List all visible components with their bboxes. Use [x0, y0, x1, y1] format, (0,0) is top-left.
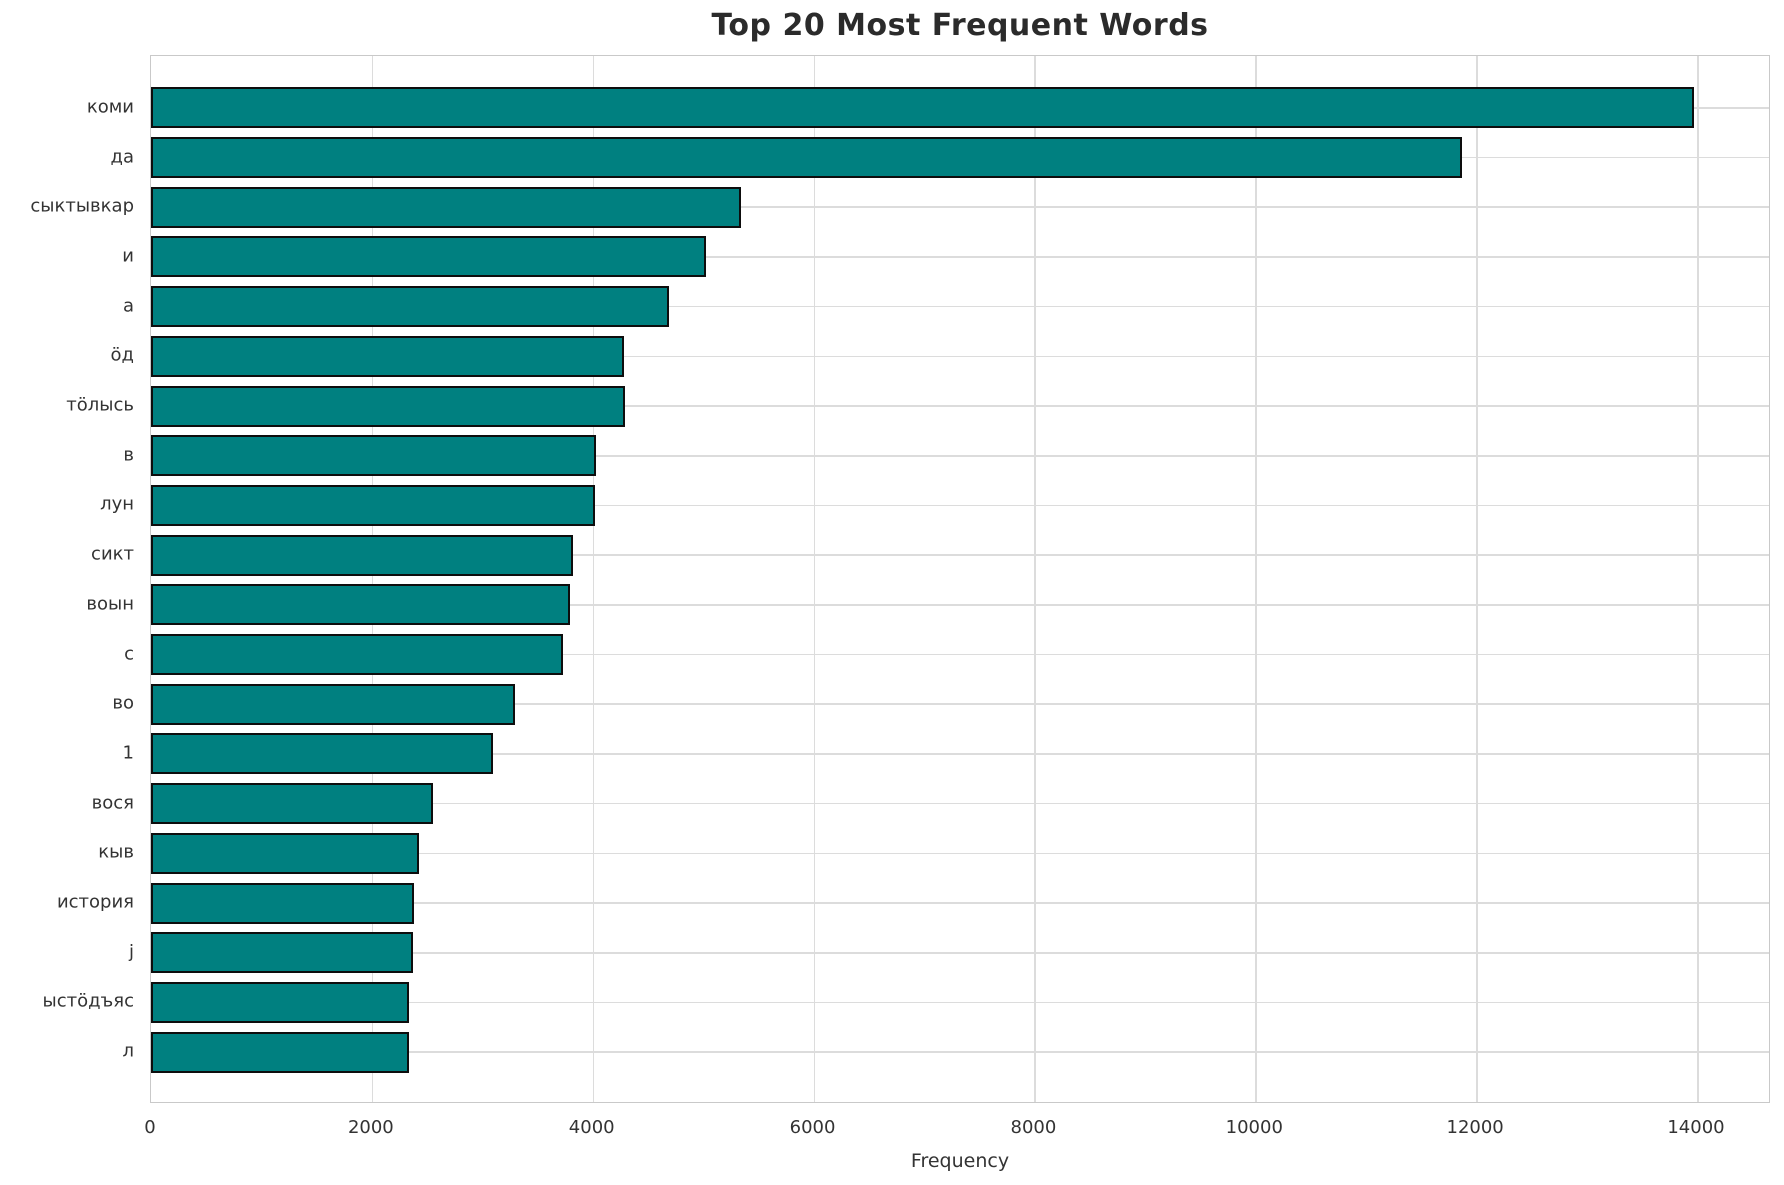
y-tick-label: тӧлысь — [66, 394, 134, 416]
x-tick-label: 14000 — [1667, 1117, 1725, 1138]
horizontal-gridline — [151, 454, 1769, 457]
horizontal-gridline — [151, 256, 1769, 258]
horizontal-gridline — [151, 703, 1769, 706]
vertical-gridline — [1697, 56, 1699, 1102]
y-tick-label: ыстӧдъяс — [42, 990, 135, 1012]
y-tick-label: кыв — [98, 841, 134, 863]
x-tick-label: 12000 — [1446, 1117, 1504, 1138]
y-tick-label: j — [128, 941, 134, 963]
horizontal-gridline — [151, 554, 1769, 556]
horizontal-gridline — [151, 951, 1769, 954]
y-tick-label: л — [122, 1040, 134, 1062]
bar-ыстӧдъяс — [151, 981, 410, 1023]
bar-и — [151, 236, 707, 278]
x-tick-label: 4000 — [568, 1117, 615, 1138]
bar-воын — [151, 584, 570, 626]
x-tick-label: 8000 — [1010, 1117, 1057, 1138]
bar-сыктывкар — [151, 186, 741, 228]
y-tick-label: в — [123, 444, 134, 466]
horizontal-gridline — [151, 1001, 1769, 1004]
horizontal-gridline — [151, 902, 1769, 904]
horizontal-gridline — [151, 305, 1769, 308]
y-tick-label: и — [122, 245, 134, 267]
y-tick-label: да — [110, 146, 134, 168]
bar-да — [151, 137, 1462, 179]
bar-коми — [151, 87, 1694, 129]
chart-title: Top 20 Most Frequent Words — [711, 8, 1209, 43]
bar-во — [151, 683, 516, 725]
bar-1 — [151, 733, 494, 775]
vertical-gridline — [371, 56, 374, 1102]
y-tick-label: сикт — [91, 543, 134, 565]
y-tick-label: лун — [100, 493, 134, 515]
horizontal-gridline — [151, 206, 1769, 209]
bar-л — [151, 1031, 410, 1073]
y-tick-label: вося — [91, 792, 134, 814]
y-tick-label: история — [56, 891, 134, 913]
horizontal-gridline — [151, 852, 1769, 855]
vertical-gridline — [1034, 56, 1037, 1102]
bar-лун — [151, 484, 595, 526]
x-tick-label: 2000 — [347, 1117, 394, 1138]
y-tick-label: 1 — [122, 742, 134, 764]
y-tick-label: воын — [86, 593, 134, 615]
horizontal-gridline — [151, 802, 1769, 805]
y-tick-label: во — [112, 692, 134, 714]
vertical-gridline — [592, 56, 595, 1102]
y-tick-label: ӧд — [110, 344, 134, 366]
bar-история — [151, 882, 414, 924]
bar-кыв — [151, 832, 420, 874]
bar-j — [151, 932, 413, 974]
horizontal-gridline — [151, 504, 1769, 507]
bar-сикт — [151, 534, 573, 576]
x-tick-label: 6000 — [789, 1117, 836, 1138]
horizontal-gridline — [151, 653, 1769, 656]
bar-а — [151, 286, 669, 328]
y-tick-label: а — [122, 295, 134, 317]
vertical-gridline — [1255, 56, 1257, 1102]
horizontal-gridline — [151, 753, 1769, 755]
bar-тӧлысь — [151, 385, 625, 427]
y-tick-label: коми — [86, 96, 134, 118]
x-tick-label: 0 — [144, 1117, 156, 1138]
vertical-gridline — [813, 56, 816, 1102]
bar-вося — [151, 783, 433, 825]
vertical-gridline — [1476, 56, 1478, 1102]
horizontal-gridline — [151, 405, 1769, 407]
x-axis-title: Frequency — [910, 1150, 1010, 1172]
y-tick-label: с — [124, 643, 134, 665]
bar-в — [151, 435, 597, 477]
horizontal-gridline — [151, 604, 1769, 606]
y-tick-label: сыктывкар — [30, 195, 134, 217]
bar-ӧд — [151, 335, 624, 377]
horizontal-gridline — [151, 1051, 1769, 1053]
bar-с — [151, 634, 563, 676]
plot-area — [150, 55, 1770, 1103]
x-tick-label: 10000 — [1225, 1117, 1283, 1138]
horizontal-gridline — [151, 355, 1769, 358]
